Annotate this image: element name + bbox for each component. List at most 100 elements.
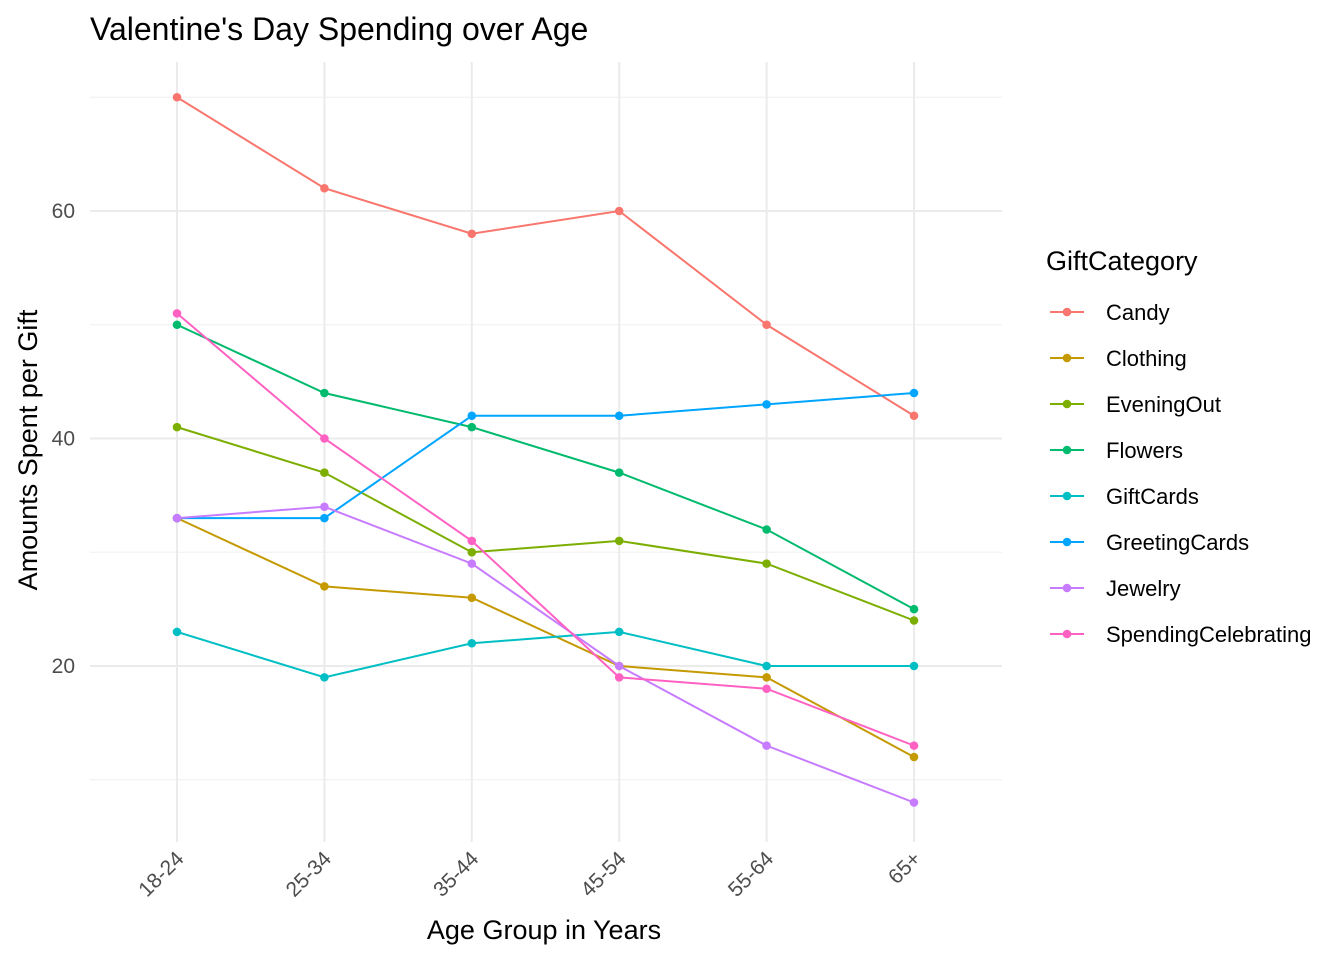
legend-item-giftcards: GiftCards — [1050, 484, 1199, 509]
legend-key-point — [1062, 537, 1072, 547]
legend-key-point — [1062, 353, 1072, 363]
series-line — [177, 392, 915, 520]
data-point — [762, 320, 771, 330]
data-point — [614, 627, 624, 637]
legend-key-point — [1062, 629, 1072, 639]
data-point — [467, 559, 477, 568]
data-point — [172, 422, 182, 432]
data-point — [320, 183, 329, 193]
data-point — [172, 309, 182, 318]
data-point — [614, 536, 624, 546]
data-point — [172, 92, 182, 102]
legend-label: EveningOut — [1106, 392, 1221, 417]
data-point — [320, 513, 329, 523]
legend-key-point — [1062, 583, 1072, 593]
series-line — [176, 505, 915, 804]
legend-item-eveningout: EveningOut — [1050, 392, 1221, 417]
series-line — [176, 426, 915, 622]
x-tick-label: 65+ — [884, 847, 925, 888]
data-point — [909, 616, 919, 625]
y-tick-labels: 20 40 60 — [52, 200, 75, 678]
series-layer — [172, 92, 919, 807]
series-flowers — [172, 320, 919, 614]
data-point — [762, 673, 771, 682]
legend-item-spendingcelebrating: SpendingCelebrating — [1050, 622, 1312, 647]
data-point — [467, 638, 477, 648]
data-point — [320, 388, 329, 398]
y-tick-label: 40 — [52, 428, 75, 451]
data-point — [762, 559, 771, 568]
data-point — [909, 388, 919, 398]
data-point — [172, 513, 182, 523]
y-tick-label: 20 — [52, 655, 75, 678]
series-line — [176, 630, 914, 679]
legend-item-flowers: Flowers — [1050, 438, 1183, 463]
x-tick-label: 35-44 — [429, 847, 483, 901]
data-point — [467, 547, 477, 557]
legend-key-point — [1062, 445, 1072, 455]
data-point — [909, 661, 919, 671]
data-point — [614, 206, 624, 216]
legend-title: GiftCategory — [1046, 246, 1198, 276]
series-eveningout — [172, 422, 919, 625]
data-point — [320, 502, 329, 512]
grid — [90, 62, 1002, 842]
series-jewelry — [172, 502, 919, 807]
x-tick-label: 25-34 — [282, 847, 336, 901]
data-point — [320, 434, 329, 443]
legend-label: Clothing — [1106, 346, 1187, 371]
data-point — [762, 400, 771, 409]
data-point — [614, 673, 624, 682]
data-point — [320, 582, 329, 591]
legend-label: GreetingCards — [1106, 530, 1249, 555]
data-point — [762, 684, 771, 694]
x-tick-label: 55-64 — [724, 847, 778, 901]
data-point — [909, 741, 919, 750]
data-point — [172, 627, 182, 637]
x-tick-labels: 18-24 25-34 35-44 45-54 55-64 65+ — [134, 847, 925, 901]
data-point — [909, 411, 919, 421]
data-point — [467, 411, 477, 421]
legend-key-point — [1062, 307, 1072, 317]
series-spendingcelebrating — [172, 309, 919, 750]
data-point — [467, 536, 477, 546]
data-point — [762, 661, 771, 671]
legend-key-point — [1062, 399, 1072, 409]
data-point — [762, 741, 771, 750]
data-point — [467, 593, 477, 603]
data-point — [467, 229, 477, 239]
data-point — [614, 661, 624, 671]
data-point — [909, 604, 919, 614]
legend-label: GiftCards — [1106, 484, 1199, 509]
legend-item-jewelry: Jewelry — [1050, 576, 1181, 601]
series-line — [176, 517, 915, 758]
y-tick-label: 60 — [52, 200, 75, 223]
chart-title: Valentine's Day Spending over Age — [90, 11, 588, 47]
data-point — [614, 468, 624, 477]
legend-item-candy: Candy — [1050, 300, 1170, 325]
legend: GiftCategory Candy Clothing EveningOut Flow… — [1046, 246, 1312, 647]
series-giftcards — [172, 627, 919, 682]
y-axis-title: Amounts Spent per Gift — [13, 309, 43, 590]
legend-label: Flowers — [1106, 438, 1183, 463]
legend-item-greetingcards: GreetingCards — [1050, 530, 1249, 555]
data-point — [320, 673, 329, 682]
data-point — [762, 525, 771, 534]
data-point — [172, 320, 182, 330]
data-point — [614, 411, 624, 421]
data-point — [467, 422, 477, 432]
legend-label: Candy — [1106, 300, 1170, 325]
x-tick-label: 45-54 — [576, 847, 630, 901]
series-greetingcards — [172, 388, 919, 523]
x-axis-title: Age Group in Years — [427, 915, 661, 945]
legend-label: Jewelry — [1106, 576, 1181, 601]
legend-key-point — [1062, 491, 1072, 501]
data-point — [909, 752, 919, 762]
x-tick-label: 18-24 — [134, 847, 188, 901]
series-candy — [172, 92, 919, 421]
series-line — [176, 312, 915, 747]
data-point — [320, 468, 329, 477]
data-point — [909, 798, 919, 807]
series-line — [176, 96, 915, 417]
